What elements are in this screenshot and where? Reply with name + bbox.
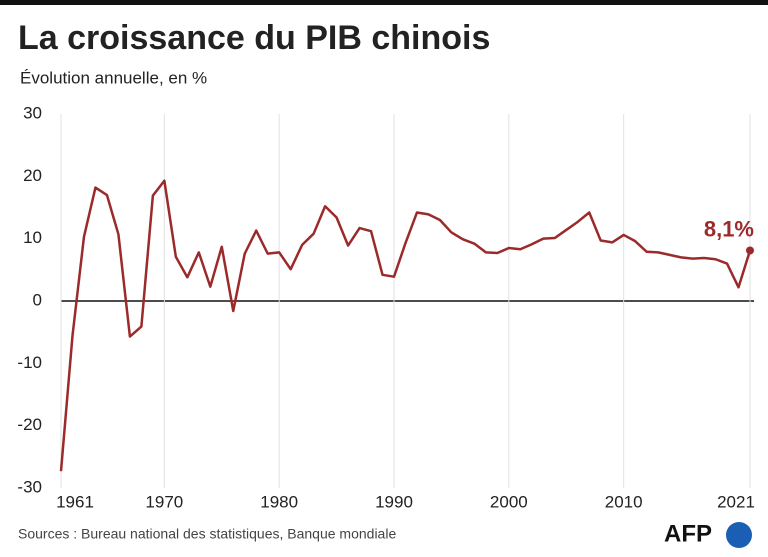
x-tick-label: 1970 (145, 492, 183, 511)
top-rule (0, 0, 768, 5)
x-tick-label: 1961 (56, 492, 94, 511)
x-tick-label: 1990 (375, 492, 413, 511)
y-tick-label: 10 (23, 228, 42, 247)
y-tick-label: 20 (23, 166, 42, 185)
y-tick-label: -30 (17, 477, 42, 496)
x-tick-label: 2010 (605, 492, 643, 511)
data-line (59, 179, 752, 472)
end-point (746, 246, 754, 255)
chart-title: La croissance du PIB chinois (18, 19, 490, 57)
x-tick-label: 1980 (260, 492, 298, 511)
y-tick-label: -10 (17, 353, 42, 372)
source: Sources : Bureau national des statistiqu… (18, 526, 396, 542)
x-tick-label: 2021 (717, 492, 755, 511)
logo: AFP (664, 520, 752, 548)
y-tick-label: 0 (33, 290, 42, 309)
y-tick-label: -20 (17, 415, 42, 434)
y-tick-label: 30 (23, 103, 42, 122)
logo-text: AFP (664, 520, 712, 547)
x-tick-label: 2000 (490, 492, 528, 511)
logo-circle (726, 522, 752, 548)
chart-subtitle: Évolution annuelle, en % (20, 68, 207, 87)
data-label: 8,1% (704, 216, 754, 241)
